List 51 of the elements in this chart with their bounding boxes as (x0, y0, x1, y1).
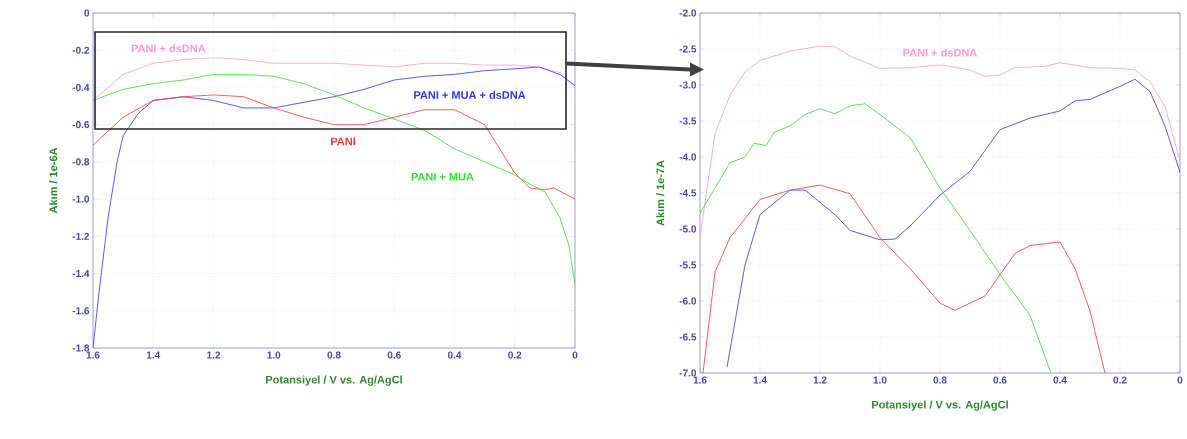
y-tick-label: -1.4 (72, 270, 90, 277)
x-tick-label: 1.6 (86, 351, 100, 359)
x-tick-label: 1.4 (753, 376, 767, 384)
x-axis-title: Potansiyel / V vs. Ag/AgCl (266, 375, 402, 386)
y-tick-label: -7.0 (679, 369, 697, 377)
x-tick-label: 0.2 (1113, 376, 1127, 384)
line-series (726, 78, 1180, 368)
series-label: PANI + MUA (411, 172, 474, 181)
y-axis-title: Akım / 1e-7A (656, 160, 665, 226)
x-tick-label: 1.4 (146, 351, 161, 359)
x-tick-label: 0.2 (508, 351, 522, 359)
y-axis-title: Akım / 1e-6A (49, 147, 58, 214)
x-axis-title: Potansiyel / V vs. Ag/AgCl (872, 400, 1008, 411)
y-tick-label: -0.2 (72, 46, 90, 54)
y-tick-label: -3.0 (679, 81, 697, 89)
y-tick-label: -4.0 (679, 153, 697, 161)
x-tick-label: 0.4 (1053, 376, 1067, 384)
x-tick-label: 0 (1177, 376, 1183, 384)
y-tick-label: -2.5 (679, 45, 697, 53)
series-label: PANI + dsDNA (131, 44, 206, 53)
y-tick-label: -0.8 (72, 158, 90, 166)
y-tick-label: -0.6 (72, 121, 90, 129)
y-tick-label: -6.0 (679, 297, 697, 305)
y-tick-label: -6.5 (679, 333, 697, 341)
line-series (700, 45, 1180, 239)
y-tick-label: -2.0 (679, 9, 697, 17)
x-tick-label: 1.0 (873, 376, 887, 384)
x-tick-label: 1.0 (267, 351, 281, 359)
y-tick-label: -3.5 (679, 117, 697, 125)
x-tick-label: 0.8 (933, 376, 947, 384)
line-series (702, 184, 1106, 373)
x-tick-label: 1.2 (207, 351, 221, 359)
x-tick-label: 0.4 (447, 351, 462, 359)
x-tick-label: 0.8 (327, 351, 341, 359)
y-tick-label: 0 (84, 9, 90, 17)
y-tick-label: -1.2 (72, 232, 90, 240)
series-label: PANI + MUA + dsDNA (414, 90, 526, 99)
y-tick-label: -1.0 (72, 195, 90, 203)
x-tick-label: 1.2 (813, 376, 827, 384)
y-tick-label: -1.6 (72, 307, 90, 315)
x-tick-label: 0 (572, 351, 578, 359)
y-tick-label: -5.0 (679, 225, 697, 233)
series-label: PANI (331, 137, 356, 146)
series-label: PANI + dsDNA (903, 48, 978, 57)
y-tick-label: -0.4 (72, 83, 90, 91)
x-tick-label: 1.6 (693, 376, 707, 384)
y-tick-label: -5.5 (679, 261, 697, 269)
x-tick-label: 0.6 (993, 376, 1007, 384)
y-tick-label: -4.5 (679, 189, 697, 197)
y-tick-label: -1.8 (72, 344, 90, 352)
x-tick-label: 0.6 (387, 351, 401, 359)
